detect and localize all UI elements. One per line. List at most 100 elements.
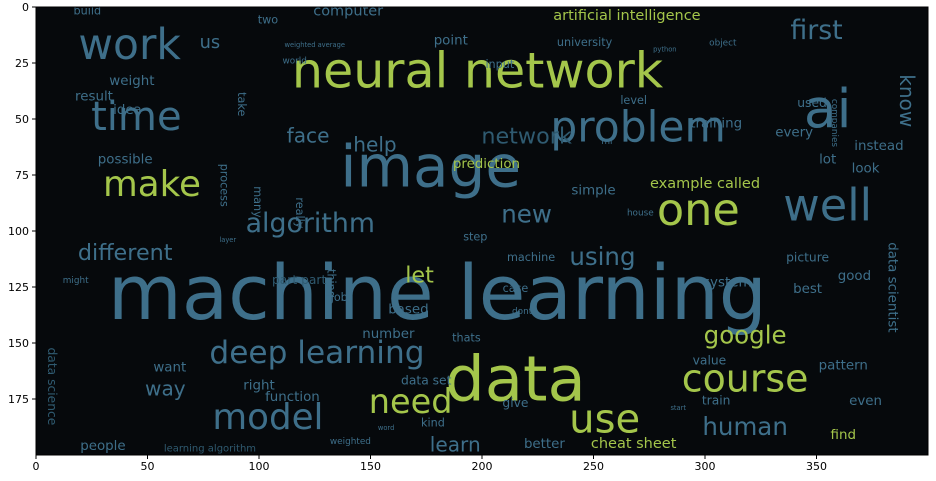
- y-tick-label: 50: [15, 113, 29, 126]
- word-first: first: [790, 15, 842, 46]
- word-case: case: [503, 282, 529, 295]
- word-make: make: [103, 164, 201, 205]
- word-ai: ai: [804, 77, 852, 140]
- word-good: good: [838, 269, 871, 284]
- word-data-science: data science: [45, 347, 59, 425]
- word-time: time: [91, 94, 182, 140]
- word-machine-learning: machine learning: [108, 249, 767, 337]
- x-tick-label: 150: [360, 460, 381, 473]
- word-cheat-sheet: cheat sheet: [591, 436, 677, 452]
- word-data-set: data set: [401, 374, 452, 388]
- word-thats: thats: [452, 332, 481, 345]
- plot-background: [36, 7, 928, 455]
- word-thing: thing: [324, 269, 337, 298]
- word-start: start: [670, 404, 686, 412]
- word-example-called: example called: [650, 176, 760, 192]
- word-using: using: [569, 242, 635, 271]
- word-kind: kind: [421, 417, 445, 430]
- word-based: based: [388, 302, 428, 317]
- y-tick-label: 175: [8, 393, 29, 406]
- word-course: course: [682, 357, 809, 401]
- word-training: training: [690, 116, 742, 131]
- word-system: system: [703, 276, 751, 291]
- word-know: know: [895, 74, 919, 127]
- word-object: object: [709, 38, 737, 48]
- x-tick-label: 50: [141, 460, 155, 473]
- word-job: job: [330, 291, 348, 304]
- word-might: might: [63, 276, 89, 286]
- word-image: image: [340, 133, 521, 201]
- word-every: every: [775, 125, 813, 140]
- word-instead: instead: [854, 139, 903, 154]
- x-tick-label: 250: [583, 460, 604, 473]
- word-really: really: [293, 197, 306, 228]
- word-value: value: [693, 353, 727, 367]
- y-tick-label: 150: [8, 337, 29, 350]
- x-tick-label: 300: [695, 460, 716, 473]
- y-tick-label: 125: [8, 281, 29, 294]
- y-tick-label: 0: [22, 1, 29, 14]
- word-process: process: [217, 164, 230, 207]
- word-two: two: [258, 13, 279, 26]
- y-tick-label: 100: [8, 225, 29, 238]
- word-prediction: prediction: [453, 157, 520, 172]
- word-lot: lot: [819, 152, 836, 167]
- word-many: many: [251, 186, 264, 218]
- word-point: point: [434, 34, 468, 49]
- word-computer: computer: [313, 3, 383, 19]
- word-find: find: [831, 428, 856, 443]
- word-different: different: [78, 240, 173, 266]
- word-neural-network: neural network: [292, 42, 664, 100]
- word-number: number: [362, 327, 415, 342]
- word-house: house: [627, 209, 654, 219]
- word-data-scientist: data scientist: [884, 242, 899, 332]
- word-step: step: [463, 231, 487, 244]
- word-model: model: [212, 397, 323, 438]
- word-idea: idea: [113, 103, 142, 118]
- word-use: use: [569, 396, 640, 442]
- word-weight: weight: [109, 74, 154, 89]
- word-artificial-intelligence: artificial intelligence: [553, 8, 700, 24]
- word-university: university: [557, 36, 613, 49]
- word-picture: picture: [786, 250, 829, 264]
- word-even: even: [849, 394, 882, 409]
- word-way: way: [145, 377, 186, 401]
- word-world: world: [282, 56, 306, 66]
- x-axis: 0 50 100 150 200 250 300 350: [33, 455, 827, 473]
- x-tick-label: 0: [33, 460, 40, 473]
- x-tick-label: 200: [472, 460, 493, 473]
- word-train: train: [702, 394, 731, 408]
- word-simple: simple: [571, 184, 615, 199]
- word-dont: dont: [512, 307, 533, 317]
- word-human: human: [702, 412, 787, 441]
- y-axis: 0 25 50 75 100 125 150 175: [8, 1, 36, 406]
- word-learn: learn: [430, 433, 481, 457]
- x-tick-label: 350: [806, 460, 827, 473]
- word-algorithm: algorithm: [246, 208, 375, 239]
- word-used: used: [797, 96, 827, 110]
- word-build: build: [74, 4, 102, 17]
- word-give: give: [502, 396, 528, 410]
- word-best: best: [793, 282, 822, 297]
- word-part-part: part part: [272, 273, 327, 287]
- y-tick-label: 25: [15, 57, 29, 70]
- word-one: one: [657, 184, 740, 236]
- word-level: level: [620, 94, 647, 107]
- word-possible: possible: [98, 152, 153, 167]
- word-layer: layer: [219, 236, 236, 244]
- word-result: result: [75, 90, 113, 105]
- words-layer: machine learning neural network image data p…: [45, 3, 919, 457]
- word-right: right: [243, 379, 274, 394]
- word-network: network: [481, 123, 572, 149]
- word-face: face: [287, 123, 330, 147]
- word-us: us: [200, 32, 221, 53]
- word-data: data: [445, 342, 586, 415]
- y-tick-label: 75: [15, 169, 29, 182]
- word-take: take: [235, 92, 248, 116]
- word-input: input: [485, 58, 514, 71]
- word-want: want: [153, 361, 186, 376]
- word-ml: ml: [601, 137, 612, 147]
- word-deep-learning: deep learning: [209, 335, 424, 371]
- word-python: python: [653, 46, 676, 54]
